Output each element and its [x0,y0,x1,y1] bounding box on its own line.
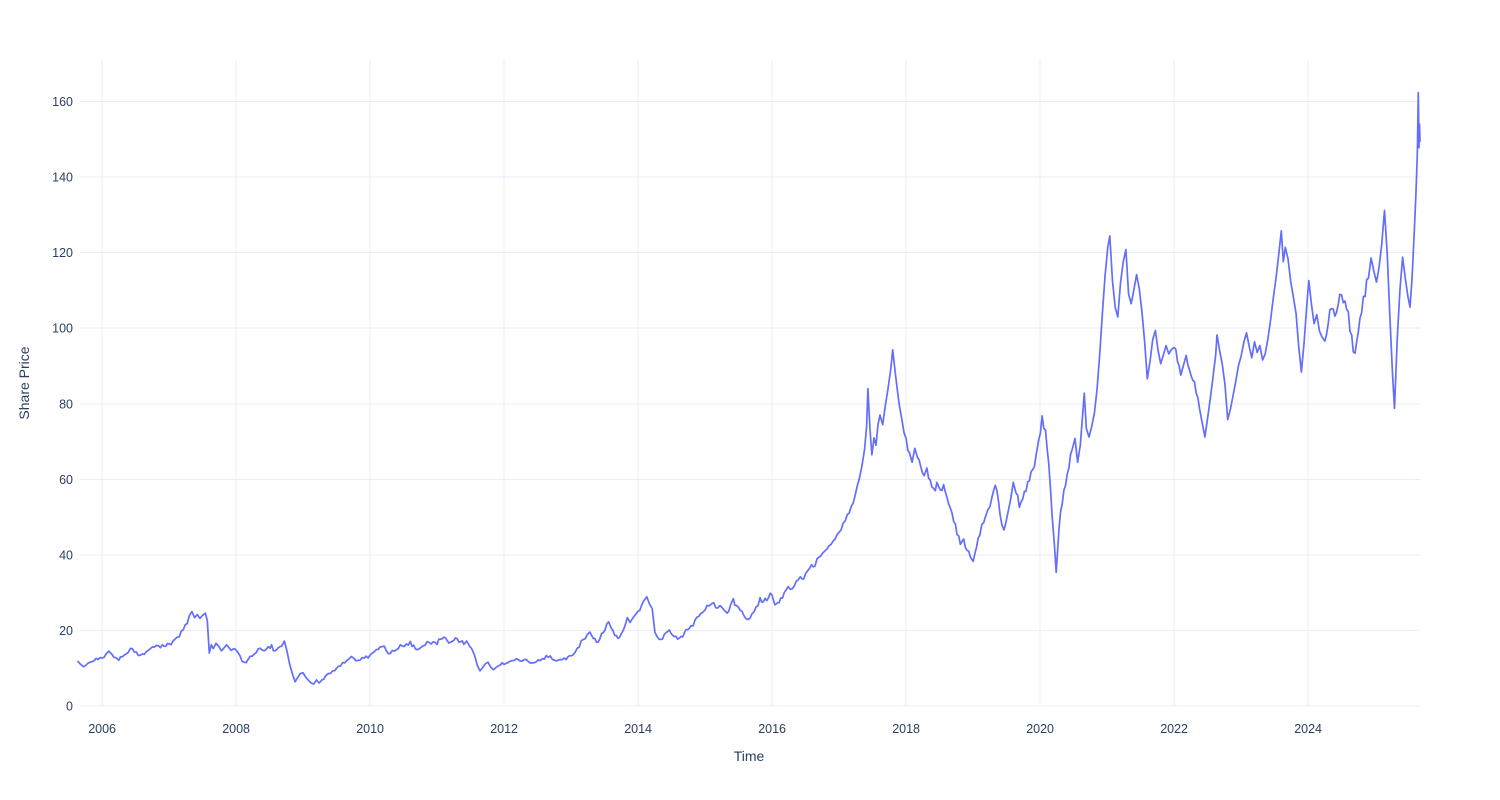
x-tick-label: 2024 [1294,722,1322,736]
x-tick-label: 2016 [758,722,786,736]
y-tick-labels: 0 20 40 60 80 100 120 140 160 [52,95,73,713]
x-tick-label: 2012 [490,722,518,736]
price-line-series[interactable] [77,91,1421,685]
share-price-line[interactable] [77,91,1421,685]
y-tick-label: 0 [66,700,73,714]
y-tick-label: 60 [59,473,73,487]
x-tick-label: 2018 [892,722,920,736]
y-tick-label: 80 [59,397,73,411]
y-tick-label: 40 [59,548,73,562]
x-tick-labels: 2006 2008 2010 2012 2014 2016 2018 2020 2022 2024 [88,722,1322,736]
x-axis-title: Time [734,748,765,764]
plot-area[interactable] [78,60,1420,706]
gridlines [80,60,1420,707]
x-tick-label: 2010 [356,722,384,736]
x-tick-label: 2006 [88,722,116,736]
y-axis-title: Share Price [16,346,32,419]
y-tick-label: 100 [52,322,73,336]
y-tick-label: 20 [59,624,73,638]
y-tick-label: 120 [52,246,73,260]
x-tick-label: 2022 [1160,722,1188,736]
y-tick-label: 140 [52,171,73,185]
x-tick-label: 2014 [624,722,652,736]
x-tick-label: 2008 [222,722,250,736]
x-tick-label: 2020 [1026,722,1054,736]
y-tick-label: 160 [52,95,73,109]
